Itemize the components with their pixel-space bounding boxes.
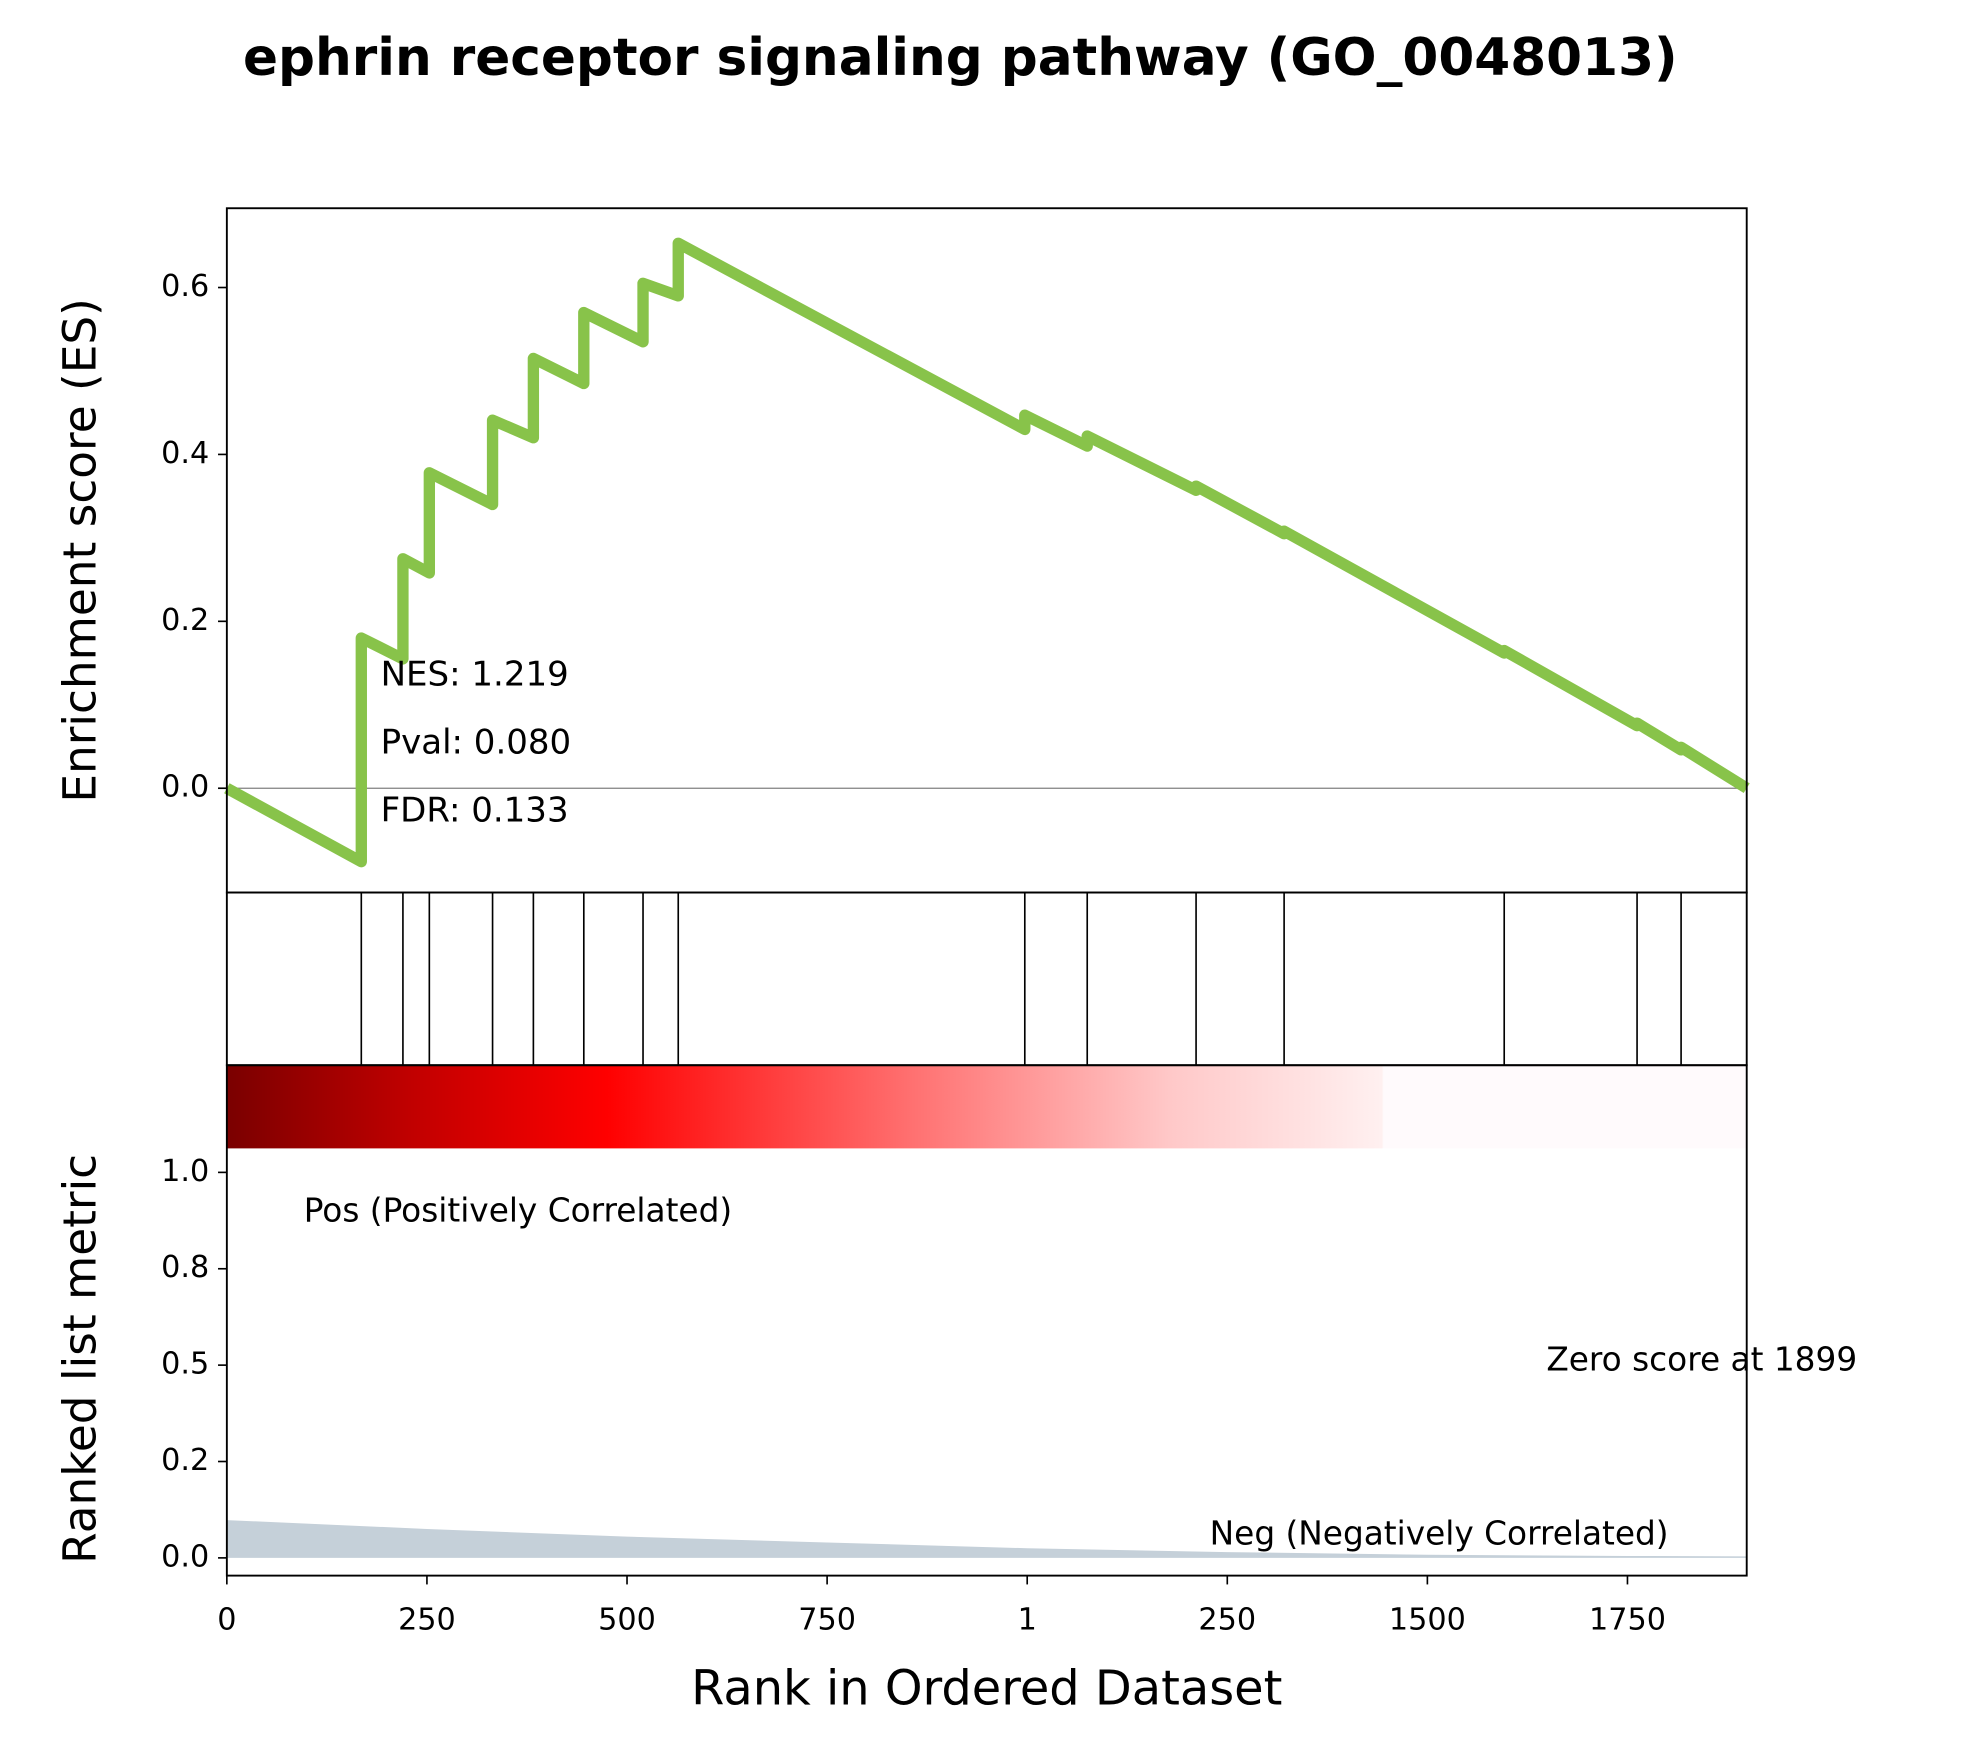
annotation: NES: 1.219 xyxy=(381,654,569,694)
annotation: Neg (Negatively Correlated) xyxy=(1210,1514,1669,1552)
x-tick-label: 750 xyxy=(798,1602,856,1637)
x-tick-label: 250 xyxy=(398,1602,456,1637)
x-axis-label: Rank in Ordered Dataset xyxy=(691,1662,1282,1717)
annotation: Pval: 0.080 xyxy=(381,722,572,762)
annotation: Zero score at 1899 xyxy=(1546,1340,1857,1378)
panel-frame xyxy=(225,1064,1748,1577)
y-tick-label: 0.0 xyxy=(161,770,209,805)
es-line xyxy=(224,237,1750,868)
x-tick-label: 0 xyxy=(217,1602,236,1637)
y-tick-label: 0.2 xyxy=(161,603,209,638)
y-tick-label: 0.8 xyxy=(161,1250,209,1285)
y-tick-label: 1.0 xyxy=(161,1154,209,1189)
y-tick-label: 0.6 xyxy=(161,269,209,304)
annotation: Pos (Positively Correlated) xyxy=(304,1192,732,1230)
y-axis-label: Enrichment score (ES) xyxy=(54,298,107,803)
x-tick-label: 1 xyxy=(1018,1602,1037,1637)
y-tick-label: 0.0 xyxy=(161,1539,209,1574)
chart-title: ephrin receptor signaling pathway (GO_00… xyxy=(243,28,1678,88)
x-tick-label: 1750 xyxy=(1589,1602,1666,1637)
panel-frame xyxy=(225,891,1748,1067)
y-tick-label: 0.5 xyxy=(161,1347,209,1382)
metric-area xyxy=(226,1520,1747,1558)
x-tick-label: 1500 xyxy=(1389,1602,1466,1637)
y-tick-label: 0.2 xyxy=(161,1443,209,1478)
annotation: FDR: 0.133 xyxy=(381,790,569,830)
x-tick-label: 250 xyxy=(1198,1602,1256,1637)
y-tick-label: 0.4 xyxy=(161,436,209,471)
y-axis-label: Ranked list metric xyxy=(54,1154,107,1564)
color-bar xyxy=(226,1065,1747,1149)
x-tick-label: 500 xyxy=(598,1602,656,1637)
